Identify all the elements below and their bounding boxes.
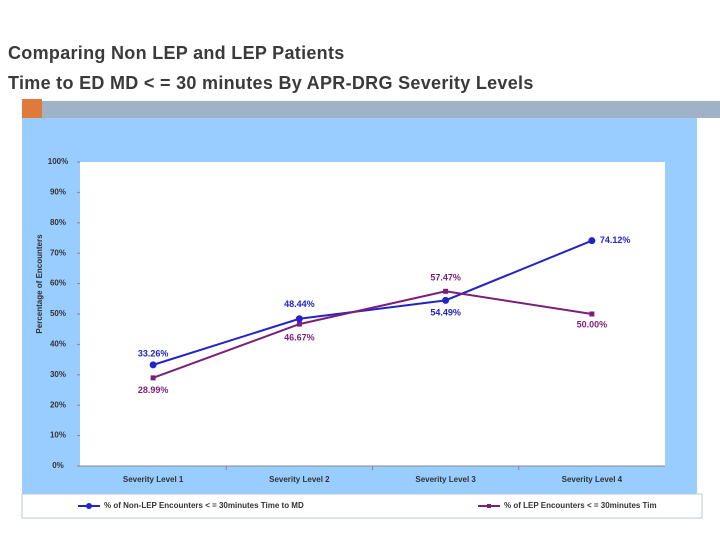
value-label: 54.49%	[430, 308, 461, 318]
value-label: 74.12%	[600, 235, 631, 245]
y-tick-label: 80%	[50, 218, 66, 227]
value-label: 46.67%	[284, 332, 315, 342]
value-label: 28.99%	[138, 385, 169, 395]
y-axis-label: Percentage of Encounters	[35, 234, 44, 334]
plot-area	[80, 162, 665, 466]
value-label: 57.47%	[430, 273, 461, 283]
y-tick-label: 0%	[52, 461, 64, 470]
y-tick-label: 70%	[50, 248, 66, 257]
accent-square	[22, 99, 42, 118]
legend-label: % of LEP Encounters < = 30minutes Tim	[504, 501, 657, 510]
y-tick-label: 20%	[50, 400, 66, 409]
y-tick-label: 30%	[50, 370, 66, 379]
slide-title: Comparing Non LEP and LEP Patients	[8, 43, 345, 63]
legend-marker	[86, 503, 92, 509]
series-line	[152, 290, 593, 379]
marker	[296, 321, 302, 327]
y-tick-label: 60%	[50, 279, 66, 288]
x-tick-label: Severity Level 2	[269, 475, 330, 484]
legend-label: % of Non-LEP Encounters < = 30minutes Ti…	[104, 501, 304, 510]
series-line	[152, 239, 593, 366]
x-tick-label: Severity Level 3	[415, 475, 476, 484]
marker	[150, 375, 156, 381]
marker	[443, 288, 449, 294]
legend-marker	[487, 504, 491, 508]
marker	[149, 361, 157, 369]
marker	[588, 237, 596, 245]
x-tick-label: Severity Level 1	[123, 475, 184, 484]
value-label: 50.00%	[577, 319, 608, 329]
value-label: 48.44%	[284, 299, 315, 309]
accent-bar	[42, 101, 720, 118]
marker	[295, 315, 303, 323]
slide-subtitle: Time to ED MD < = 30 minutes By APR-DRG …	[8, 73, 534, 93]
marker	[442, 296, 450, 304]
y-tick-label: 40%	[50, 340, 66, 349]
y-tick-label: 10%	[50, 431, 66, 440]
y-tick-label: 50%	[50, 309, 66, 318]
legend-box	[21, 493, 703, 519]
value-label: 33.26%	[138, 348, 169, 358]
marker	[589, 311, 595, 317]
y-tick-label: 100%	[48, 157, 68, 166]
y-tick-label: 90%	[50, 188, 66, 197]
x-tick-label: Severity Level 4	[562, 475, 623, 484]
